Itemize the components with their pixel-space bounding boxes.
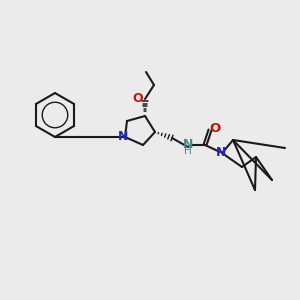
Text: N: N — [183, 137, 193, 151]
Text: N: N — [118, 130, 128, 143]
Text: N: N — [216, 146, 226, 158]
Text: O: O — [133, 92, 143, 106]
Text: H: H — [184, 146, 192, 156]
Text: O: O — [209, 122, 220, 134]
